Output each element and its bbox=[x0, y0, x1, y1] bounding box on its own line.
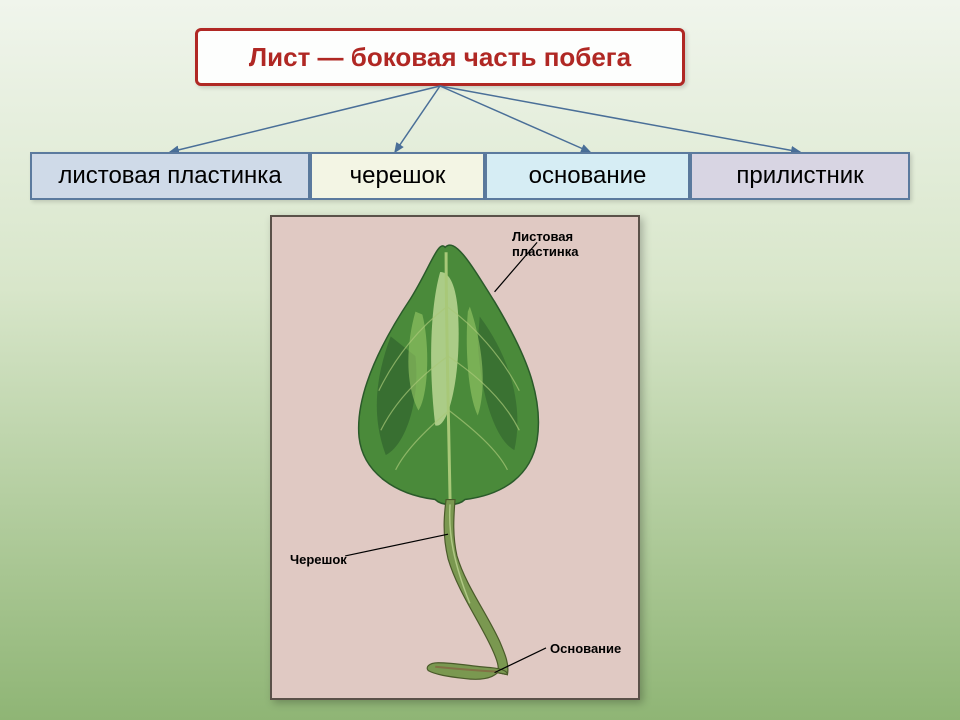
leaf-svg bbox=[272, 217, 638, 698]
leaf-diagram: Листовая пластинка Черешок Основание bbox=[270, 215, 640, 700]
page-title: Лист — боковая часть побега bbox=[249, 42, 631, 73]
part-box-petiole: черешок bbox=[310, 152, 485, 200]
part-box-base: основание bbox=[485, 152, 690, 200]
leaf-petiole-shape bbox=[444, 500, 508, 675]
part-label: черешок bbox=[350, 162, 446, 190]
part-label: прилистник bbox=[736, 162, 863, 190]
diagram-label-base: Основание bbox=[550, 641, 621, 656]
part-box-blade: листовая пластинка bbox=[30, 152, 310, 200]
diagram-label-blade: Листовая пластинка bbox=[512, 229, 638, 259]
part-label: основание bbox=[529, 162, 647, 190]
diagram-label-petiole: Черешок bbox=[290, 552, 347, 567]
parts-row: листовая пластинка черешок основание при… bbox=[30, 152, 910, 200]
part-label: листовая пластинка bbox=[58, 162, 281, 190]
part-box-stipule: прилистник bbox=[690, 152, 910, 200]
label-line-petiole bbox=[345, 534, 448, 556]
title-box: Лист — боковая часть побега bbox=[195, 28, 685, 86]
